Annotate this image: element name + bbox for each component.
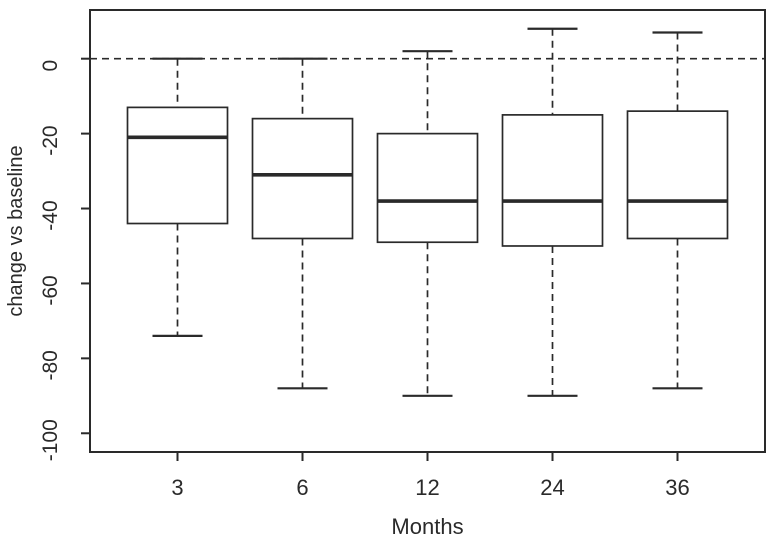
- box-group-24: [501, 27, 604, 397]
- y-tick-label: 0: [39, 60, 62, 72]
- x-axis-title: Months: [391, 514, 463, 539]
- x-tick-label: 6: [296, 475, 308, 500]
- x-tick-label: 12: [415, 475, 439, 500]
- box-group-36: [626, 31, 729, 390]
- x-tick-label: 36: [665, 475, 689, 500]
- iqr-box: [251, 117, 354, 240]
- iqr-box: [126, 106, 229, 225]
- x-tick-label: 24: [540, 475, 564, 500]
- y-tick-label: -20: [39, 125, 62, 155]
- iqr-box: [501, 114, 604, 247]
- y-tick-label: -80: [39, 350, 62, 380]
- y-axis: 0 -20 -40 -60 -80 -100 change vs baseline: [5, 57, 90, 461]
- y-axis-title: change vs baseline: [5, 145, 27, 316]
- box-group-12: [376, 50, 479, 397]
- iqr-box: [376, 132, 479, 244]
- iqr-box: [626, 110, 729, 240]
- box-group-3: [126, 57, 229, 337]
- y-tick-label: -40: [39, 200, 62, 230]
- x-tick-label: 3: [171, 475, 183, 500]
- y-tick-label: -60: [39, 275, 62, 305]
- y-tick-label: -100: [39, 419, 62, 461]
- box-group-6: [251, 57, 354, 390]
